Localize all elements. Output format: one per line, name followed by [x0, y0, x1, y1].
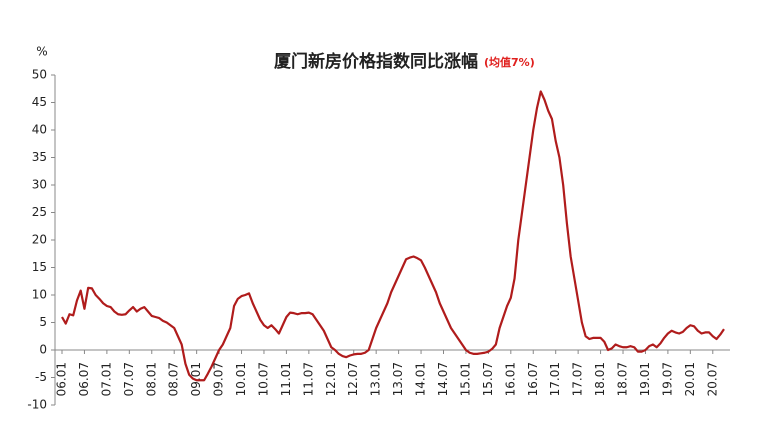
x-tick-label: 15.07 [481, 362, 495, 396]
x-tick-label: 09.07 [212, 362, 226, 396]
x-tick-label: 07.07 [122, 362, 136, 396]
y-tick-label: 50 [32, 68, 47, 82]
x-tick-label: 20.01 [683, 362, 697, 396]
y-tick-label: -10 [27, 398, 47, 412]
y-tick-label: -5 [35, 370, 47, 384]
x-tick-label: 17.01 [548, 362, 562, 396]
y-tick-label: 25 [32, 205, 47, 219]
y-tick-label: 20 [32, 233, 47, 247]
y-tick-label: 40 [32, 123, 47, 137]
x-tick-label: 16.07 [526, 362, 540, 396]
annotation: (均值7%) [484, 55, 535, 69]
y-tick-label: 15 [32, 260, 47, 274]
x-tick-label: 07.01 [99, 362, 113, 396]
x-tick-label: 18.07 [616, 362, 630, 396]
x-tick-label: 14.07 [436, 362, 450, 396]
y-tick-label: 45 [32, 95, 47, 109]
x-tick-label: 20.07 [705, 362, 719, 396]
x-tick-label: 12.01 [324, 362, 338, 396]
line-series [61, 90, 725, 382]
x-tick-label: 10.01 [234, 362, 248, 396]
x-tick-label: 11.01 [279, 362, 293, 396]
x-tick-label: 10.07 [256, 362, 270, 396]
x-tick-label: 19.07 [660, 362, 674, 396]
x-tick-label: 16.01 [503, 362, 517, 396]
y-axis-label: % [36, 45, 47, 59]
x-tick-label: 14.01 [414, 362, 428, 396]
x-tick-label: 18.01 [593, 362, 607, 396]
x-tick-label: 17.07 [571, 362, 585, 396]
x-tick-label: 12.07 [346, 362, 360, 396]
x-tick-label: 06.07 [77, 362, 91, 396]
y-tick-label: 30 [32, 178, 47, 192]
x-tick-label: 08.01 [144, 362, 158, 396]
x-tick-label: 11.07 [301, 362, 315, 396]
y-tick-label: 0 [39, 343, 47, 357]
y-tick-label: 5 [39, 315, 47, 329]
x-tick-label: 15.01 [458, 362, 472, 396]
x-tick-label: 13.01 [369, 362, 383, 396]
x-tick-label: 19.01 [638, 362, 652, 396]
chart-title: 厦门新房价格指数同比涨幅 [274, 51, 478, 72]
x-tick-label: 08.07 [167, 362, 181, 396]
y-tick-label: 35 [32, 150, 47, 164]
x-tick-label: 13.07 [391, 362, 405, 396]
y-tick-label: 10 [32, 288, 47, 302]
x-tick-label: 06.01 [55, 362, 69, 396]
